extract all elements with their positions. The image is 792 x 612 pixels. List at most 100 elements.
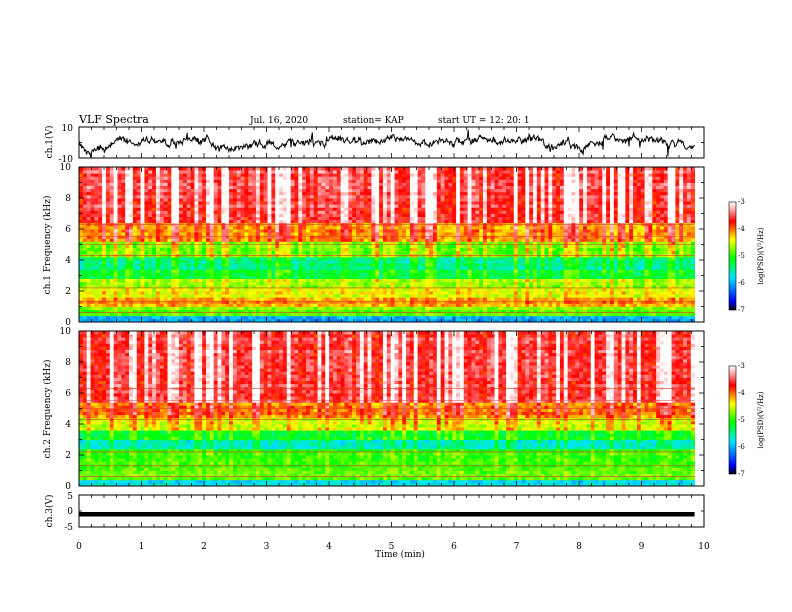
heatmap-cell <box>306 306 311 310</box>
heatmap-cell <box>644 294 649 298</box>
heatmap-cell <box>590 238 595 242</box>
heatmap-cell <box>298 309 303 314</box>
heatmap-cell <box>317 309 322 314</box>
heatmap-cell <box>552 309 557 314</box>
heatmap-cell <box>636 275 642 279</box>
heatmap-cell <box>663 297 669 301</box>
heatmap-cell <box>463 241 469 245</box>
heatmap-cell <box>313 225 318 230</box>
heatmap-cell <box>117 260 122 264</box>
heatmap-cell <box>356 266 361 270</box>
heatmap-cell <box>402 306 407 310</box>
heatmap-cell <box>640 247 646 252</box>
heatmap-cell <box>513 309 519 314</box>
heatmap-cell <box>82 256 88 261</box>
heatmap-cell <box>175 238 180 242</box>
heatmap-cell <box>667 260 672 264</box>
heatmap-cell <box>121 266 126 270</box>
heatmap-cell <box>552 241 557 245</box>
heatmap-cell <box>363 275 368 279</box>
heatmap-cell <box>440 297 445 301</box>
heatmap-cell <box>294 309 299 314</box>
heatmap-cell <box>359 306 365 310</box>
heatmap-cell <box>417 266 422 270</box>
heatmap-cell <box>502 309 507 314</box>
heatmap-cell <box>363 244 368 248</box>
heatmap-cell <box>259 250 265 255</box>
heatmap-cell <box>583 291 588 295</box>
heatmap-cell <box>275 309 280 314</box>
heatmap-cell <box>379 318 384 323</box>
heatmap-cell <box>467 318 472 323</box>
heatmap-cell <box>259 232 265 236</box>
heatmap-cell <box>86 232 91 236</box>
heatmap-cell <box>221 260 226 264</box>
heatmap-cell <box>583 287 588 292</box>
heatmap-cell <box>155 281 161 286</box>
heatmap-cell <box>232 309 238 314</box>
heatmap-cell <box>613 303 619 307</box>
heatmap-cell <box>636 269 642 273</box>
heatmap-cell <box>298 247 303 252</box>
heatmap-cell <box>82 225 88 230</box>
heatmap-cell <box>375 287 380 292</box>
heatmap-cell <box>494 244 499 248</box>
heatmap-cell <box>82 244 88 248</box>
heatmap-cell <box>155 263 161 267</box>
heatmap-cell <box>406 278 411 283</box>
heatmap-cell <box>571 287 576 292</box>
heatmap-cell <box>306 232 311 236</box>
heatmap-cell <box>113 250 118 255</box>
heatmap-cell <box>471 269 476 273</box>
heatmap-cell <box>248 281 253 286</box>
heatmap-cell <box>471 263 476 267</box>
heatmap-cell <box>475 260 480 264</box>
heatmap-cell <box>148 306 153 310</box>
heatmap-cell <box>656 312 661 317</box>
heatmap-cell <box>421 256 426 261</box>
heatmap-cell <box>633 306 638 310</box>
heatmap-cell <box>390 306 395 310</box>
heatmap-cell <box>279 225 284 230</box>
heatmap-cell <box>348 244 353 248</box>
heatmap-cell <box>498 238 503 242</box>
heatmap-cell <box>332 225 338 230</box>
heatmap-cell <box>375 272 380 276</box>
heatmap-cell <box>121 229 126 233</box>
heatmap-cell <box>556 318 561 323</box>
heatmap-cell <box>379 229 384 233</box>
heatmap-cell <box>313 306 318 310</box>
heatmap-cell <box>598 306 603 310</box>
heatmap-cell <box>686 247 692 252</box>
heatmap-cell <box>444 269 449 273</box>
heatmap-cell <box>490 238 495 242</box>
heatmap-cell <box>571 309 576 314</box>
heatmap-cell <box>171 306 176 310</box>
heatmap-cell <box>440 275 445 279</box>
heatmap-cell <box>244 247 249 252</box>
heatmap-cell <box>255 272 261 276</box>
heatmap-cell <box>132 256 138 261</box>
heatmap-cell <box>436 291 442 295</box>
heatmap-cell <box>332 260 338 264</box>
heatmap-cell <box>533 297 538 301</box>
heatmap-cell <box>479 306 484 310</box>
heatmap-cell <box>290 266 295 270</box>
heatmap-cell <box>86 241 91 245</box>
heatmap-cell <box>559 241 565 245</box>
heatmap-cell <box>629 247 634 252</box>
heatmap-cell <box>571 244 576 248</box>
heatmap-cell <box>648 303 653 307</box>
heatmap-cell <box>259 238 265 242</box>
heatmap-cell <box>259 266 265 270</box>
heatmap-cell <box>125 232 130 236</box>
heatmap-cell <box>348 229 353 233</box>
heatmap-cell <box>660 244 665 248</box>
heatmap-cell <box>498 229 503 233</box>
heatmap-cell <box>205 260 211 264</box>
heatmap-cell <box>617 244 622 248</box>
heatmap-cell <box>459 275 465 279</box>
heatmap-cell <box>636 238 642 242</box>
heatmap-cell <box>436 229 442 233</box>
heatmap-cell <box>371 281 376 286</box>
